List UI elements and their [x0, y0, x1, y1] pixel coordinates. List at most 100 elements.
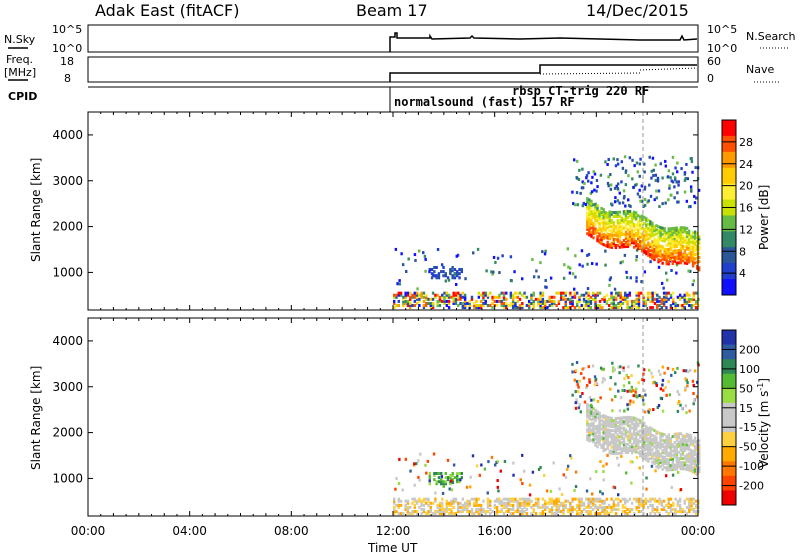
velocity-echo-cell: [573, 378, 577, 382]
power-echo-cell: [681, 255, 685, 259]
power-echo-cell: [693, 247, 697, 251]
power-echo-cell: [656, 176, 660, 180]
velocity-echo-cell: [553, 501, 556, 505]
velocity-echo-cell: [605, 462, 608, 466]
power-echo-cell: [428, 270, 431, 274]
velocity-echo-cell: [559, 510, 563, 514]
velocity-echo-cell: [555, 505, 558, 509]
power-echo-cell: [613, 200, 617, 204]
velocity-colorbar-swatch: [722, 417, 736, 433]
power-echo-cell: [438, 304, 442, 308]
velocity-echo-cell: [555, 503, 558, 507]
velocity-echo-cell: [693, 453, 697, 457]
velocity-echo-cell: [689, 454, 693, 458]
velocity-echo-cell: [608, 430, 611, 434]
velocity-echo-cell: [578, 503, 581, 507]
velocity-echo-cell: [622, 442, 626, 446]
power-echo-cell: [639, 157, 642, 161]
velocity-echo-cell: [606, 444, 609, 448]
velocity-echo-cell: [482, 507, 485, 511]
velocity-echo-cell: [628, 432, 632, 436]
power-echo-cell: [590, 203, 593, 207]
power-echo-cell: [653, 253, 656, 257]
range-tick-label: 1000: [52, 471, 83, 485]
velocity-echo-cell: [675, 432, 679, 436]
velocity-echo-cell: [676, 499, 680, 503]
velocity-echo-cell: [661, 449, 664, 453]
power-echo-cell: [653, 237, 656, 241]
power-echo-cell: [602, 232, 605, 236]
velocity-echo-cell: [428, 482, 431, 486]
power-echo-cell: [659, 232, 662, 236]
power-echo-cell: [643, 170, 646, 174]
power-echo-cell: [429, 304, 432, 308]
velocity-echo-cell: [653, 462, 656, 466]
power-echo-cell: [590, 220, 593, 224]
velocity-echo-cell: [610, 435, 613, 439]
velocity-echo-cell: [647, 368, 651, 372]
velocity-echo-cell: [590, 422, 593, 426]
velocity-echo-cell: [695, 446, 699, 450]
velocity-echo-cell: [509, 497, 513, 501]
velocity-echo-cell: [634, 387, 638, 391]
velocity-echo-cell: [626, 403, 629, 407]
velocity-echo-cell: [619, 396, 623, 400]
power-echo-cell: [662, 299, 666, 303]
power-echo-cell: [639, 215, 642, 219]
power-echo-cell: [484, 301, 487, 305]
power-echo-cell: [685, 257, 689, 261]
power-echo-cell: [422, 295, 426, 299]
velocity-echo-cell: [454, 497, 458, 501]
velocity-echo-cell: [573, 488, 576, 492]
power-echo-cell: [615, 184, 618, 188]
velocity-echo-cell: [606, 419, 609, 423]
velocity-echo-cell: [661, 409, 665, 413]
velocity-echo-cell: [635, 499, 638, 503]
velocity-echo-cell: [667, 458, 670, 462]
power-echo-cell: [605, 293, 609, 297]
power-echo-cell: [653, 233, 656, 237]
power-echo-cell: [637, 224, 640, 228]
power-echo-cell: [586, 223, 589, 227]
velocity-echo-cell: [608, 505, 611, 509]
velocity-echo-cell: [624, 434, 628, 438]
velocity-echo-cell: [523, 510, 526, 514]
velocity-echo-cell: [546, 505, 549, 509]
power-echo-cell: [681, 244, 685, 248]
velocity-echo-cell: [661, 432, 664, 436]
power-echo-cell: [532, 299, 535, 303]
velocity-echo-cell: [688, 505, 691, 509]
power-echo-cell: [610, 297, 613, 301]
velocity-echo-cell: [656, 406, 659, 410]
power-echo-cell: [622, 212, 626, 216]
power-echo-cell: [643, 240, 646, 244]
velocity-echo-cell: [592, 415, 595, 419]
power-echo-cell: [546, 299, 549, 303]
power-echo-cell: [620, 224, 624, 228]
power-echo-cell: [660, 281, 664, 285]
power-echo-cell: [617, 301, 620, 305]
velocity-echo-cell: [616, 443, 620, 447]
velocity-echo-cell: [693, 463, 697, 467]
velocity-echo-cell: [605, 505, 609, 509]
nave-trace: [539, 67, 698, 75]
power-echo-cell: [635, 293, 638, 297]
velocity-echo-cell: [659, 436, 662, 440]
velocity-echo-cell: [661, 378, 665, 382]
power-echo-cell: [655, 251, 658, 255]
power-echo-cell: [643, 203, 647, 207]
power-echo-cell: [614, 225, 618, 229]
velocity-echo-cell: [461, 503, 465, 507]
power-echo-cell: [619, 261, 622, 265]
velocity-echo-cell: [606, 440, 609, 444]
power-echo-cell: [692, 295, 696, 299]
power-echo-cell: [525, 295, 529, 299]
velocity-echo-cell: [622, 438, 626, 442]
power-echo-cell: [621, 297, 625, 301]
velocity-echo-cell: [679, 442, 683, 446]
velocity-echo-cell: [669, 451, 672, 455]
velocity-echo-cell: [610, 398, 614, 402]
velocity-echo-cell: [645, 487, 648, 491]
time-tick-label: 00:00: [71, 524, 106, 538]
power-echo-cell: [624, 204, 627, 208]
